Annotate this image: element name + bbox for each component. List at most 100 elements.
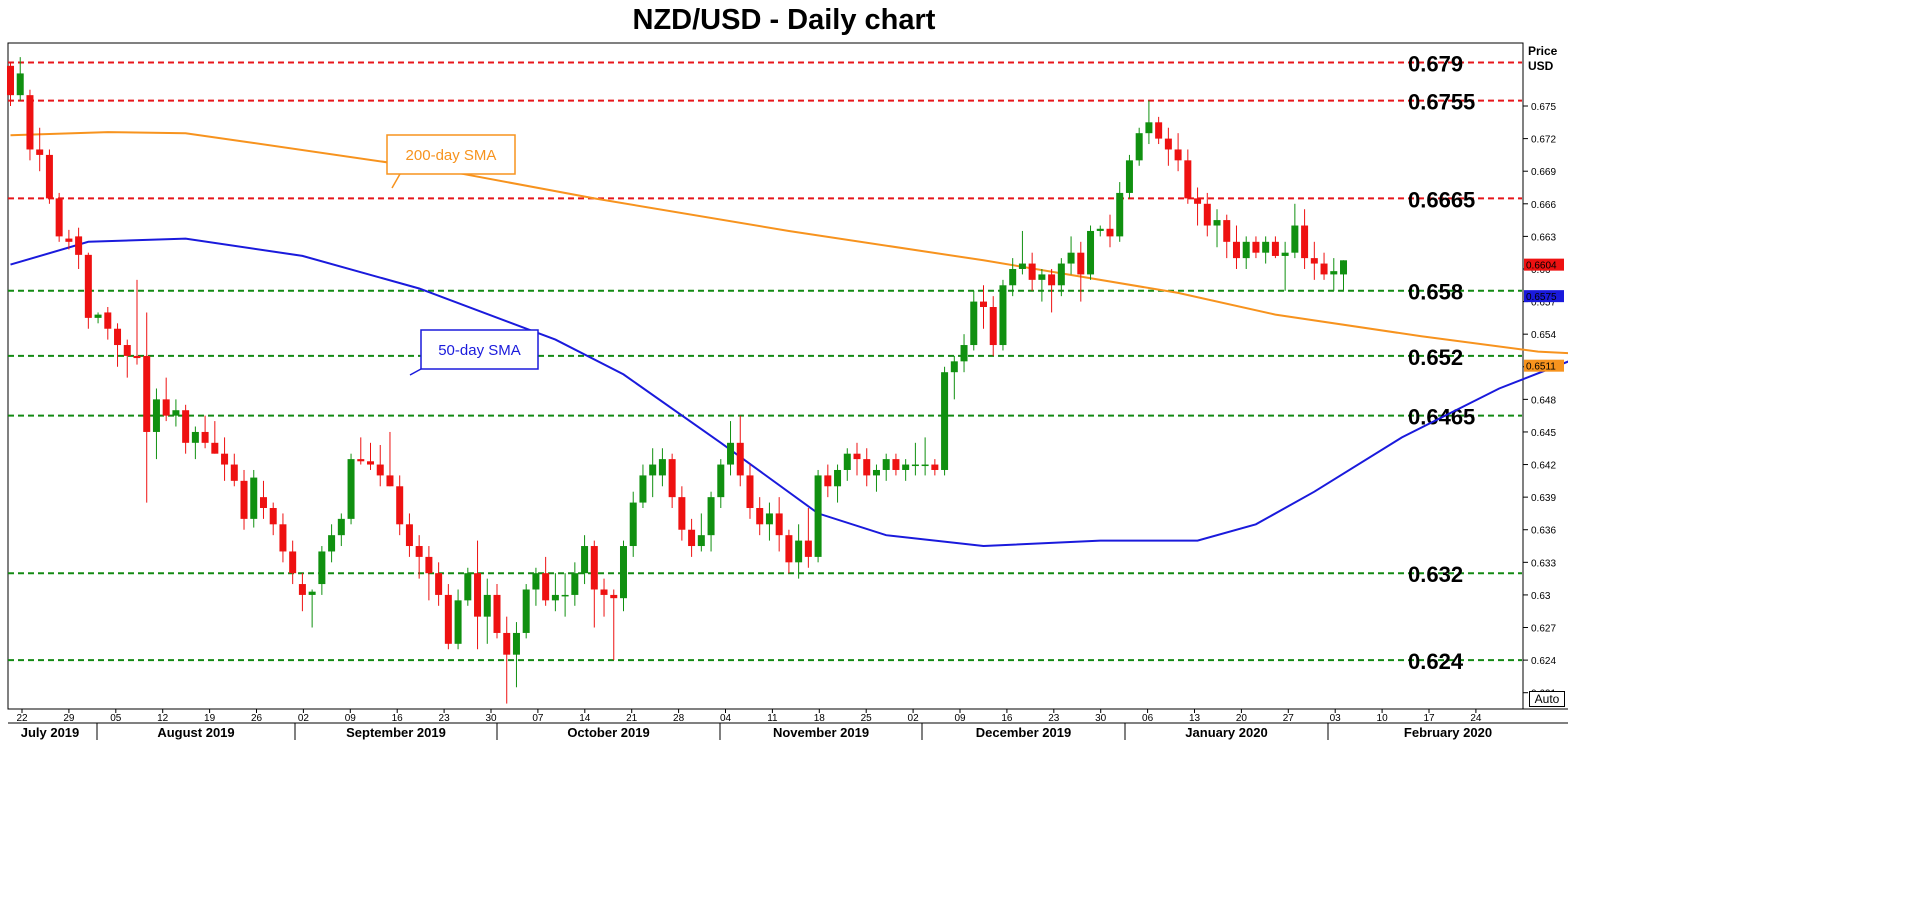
candle-body [1028, 263, 1036, 280]
candle [863, 448, 871, 487]
candle-body [221, 453, 229, 465]
candle [444, 584, 452, 650]
x-tick-label: 30 [485, 713, 497, 724]
y-tick-label: 0.624 [1531, 656, 1556, 667]
candle-body [775, 513, 783, 536]
candle [1330, 258, 1338, 291]
candle [668, 453, 676, 509]
candle-body [970, 301, 978, 346]
candle [1125, 154, 1133, 199]
candle [561, 573, 569, 617]
x-tick-label: 21 [626, 713, 638, 724]
y-tick-label: 0.627 [1531, 624, 1556, 635]
candle-body [143, 355, 151, 432]
candle-body [911, 464, 919, 467]
sma50-line [10, 237, 1568, 548]
candle-body [1096, 228, 1104, 231]
candle-body [1155, 122, 1163, 139]
candle-body [931, 464, 939, 470]
candle-body [279, 524, 287, 552]
candle [26, 89, 34, 161]
candle-body [1281, 252, 1289, 256]
candle [114, 323, 122, 367]
candle [269, 502, 277, 536]
candle [1291, 203, 1299, 259]
level-label-1: 0.6755 [1408, 90, 1475, 115]
candle [941, 366, 949, 476]
candle-body [308, 591, 316, 595]
candle-body [853, 453, 861, 460]
y-tick-label: 0.633 [1531, 558, 1556, 569]
candle-body [678, 497, 686, 530]
candle [1087, 225, 1095, 280]
x-tick-label: 02 [298, 713, 310, 724]
candle [289, 540, 297, 585]
candle-body [1125, 160, 1133, 193]
candle-body [668, 459, 676, 498]
candle-body [960, 345, 968, 362]
candle-body [1145, 122, 1153, 134]
month-label: November 2019 [773, 725, 869, 740]
candle-body [950, 361, 958, 373]
candle [143, 312, 151, 503]
x-tick-label: 16 [1001, 713, 1013, 724]
candle [1174, 133, 1182, 172]
candle-body [104, 312, 112, 329]
annotation-leader-0 [391, 173, 401, 189]
candle [911, 442, 919, 476]
candle [1096, 225, 1104, 237]
annotation-label-1: 50-day SMA [438, 342, 521, 359]
x-tick-label: 27 [1283, 713, 1295, 724]
candle [931, 459, 939, 476]
candle [211, 421, 219, 454]
x-tick-label: 10 [1377, 713, 1389, 724]
month-label: February 2020 [1404, 725, 1492, 740]
candle-body [367, 461, 375, 465]
candle-body [55, 198, 63, 237]
candle-body [318, 551, 326, 585]
x-tick-label: 05 [110, 713, 122, 724]
candle [36, 127, 44, 172]
candle-body [289, 551, 297, 574]
candle [425, 546, 433, 601]
x-tick-label: 07 [532, 713, 544, 724]
candle [522, 584, 530, 639]
candle-body [902, 464, 910, 470]
horizontal-levels: 0.6790.67550.66650.6580.6520.64650.6320.… [8, 52, 1522, 674]
candle-body [980, 301, 987, 308]
candle-body [1232, 241, 1240, 259]
x-tick-label: 18 [814, 713, 826, 724]
candle-body [532, 573, 540, 590]
candle-body [94, 314, 102, 318]
candle [1145, 100, 1153, 145]
price-tag-bg-0 [1524, 258, 1564, 271]
candle-body [639, 475, 647, 503]
candle [775, 497, 783, 552]
candle-body [600, 589, 608, 595]
candle-body [882, 459, 890, 470]
y-tick-label: 0.639 [1531, 493, 1556, 504]
price-tag-label-0: 0.6604 [1526, 261, 1557, 272]
candle [133, 279, 141, 365]
candle [639, 464, 647, 509]
candle-body [756, 508, 764, 525]
candle-body [571, 573, 579, 595]
candle-body [347, 459, 355, 519]
candle-body [834, 469, 842, 487]
candle [464, 567, 472, 606]
price-axis-title: Price USD [1528, 44, 1557, 74]
candle [1116, 182, 1124, 242]
candle-body [736, 442, 744, 476]
y-tick-label: 0.663 [1531, 232, 1556, 243]
candle-body [1213, 220, 1221, 226]
candle [75, 227, 83, 269]
candle [999, 279, 1007, 351]
auto-scale-button[interactable]: Auto [1529, 691, 1565, 707]
candle [736, 415, 744, 487]
candle [308, 589, 316, 628]
candle-body [561, 594, 569, 597]
candle-body [1242, 241, 1250, 259]
moving-averages [10, 131, 1568, 548]
x-tick-label: 09 [345, 713, 357, 724]
y-tick-label: 0.642 [1531, 461, 1556, 472]
